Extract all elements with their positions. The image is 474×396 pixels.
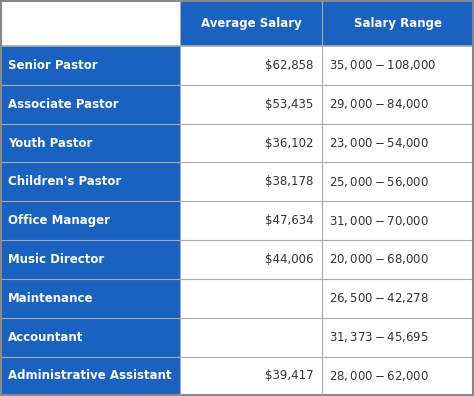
Text: $38,178: $38,178 (265, 175, 314, 188)
Text: Senior Pastor: Senior Pastor (8, 59, 98, 72)
Text: Administrative Assistant: Administrative Assistant (8, 369, 172, 383)
Bar (180, 46, 322, 85)
Bar (0, 1, 180, 46)
Text: Maintenance: Maintenance (8, 292, 93, 305)
Text: Salary Range: Salary Range (354, 17, 442, 30)
Bar (322, 124, 474, 162)
Bar (180, 240, 322, 279)
Text: Youth Pastor: Youth Pastor (8, 137, 92, 150)
Bar (180, 356, 322, 395)
Text: $31,373 - $45,695: $31,373 - $45,695 (329, 330, 429, 344)
Bar (0, 356, 180, 395)
Text: $28,000 - $62,000: $28,000 - $62,000 (329, 369, 429, 383)
Text: Accountant: Accountant (8, 331, 83, 344)
Text: Children's Pastor: Children's Pastor (8, 175, 121, 188)
Text: $39,417: $39,417 (265, 369, 314, 383)
Text: $44,006: $44,006 (265, 253, 314, 266)
Bar (180, 1, 322, 46)
Bar (0, 162, 180, 201)
Bar (180, 162, 322, 201)
Text: $53,435: $53,435 (265, 98, 314, 111)
Bar (322, 85, 474, 124)
Bar (322, 279, 474, 318)
Text: Office Manager: Office Manager (8, 214, 110, 227)
Bar (0, 46, 180, 85)
Text: $26,500 - $42,278: $26,500 - $42,278 (329, 291, 429, 305)
Bar (322, 318, 474, 356)
Bar (322, 162, 474, 201)
Bar (322, 46, 474, 85)
Text: $23,000 - $54,000: $23,000 - $54,000 (329, 136, 429, 150)
Text: Average Salary: Average Salary (201, 17, 301, 30)
Bar (322, 1, 474, 46)
Text: $35,000 - $108,000: $35,000 - $108,000 (329, 59, 437, 72)
Text: Music Director: Music Director (8, 253, 104, 266)
Bar (0, 240, 180, 279)
Bar (0, 124, 180, 162)
Bar (0, 279, 180, 318)
Text: $20,000 - $68,000: $20,000 - $68,000 (329, 253, 429, 267)
Bar (180, 124, 322, 162)
Bar (180, 85, 322, 124)
Bar (322, 201, 474, 240)
Bar (322, 240, 474, 279)
Text: $31,000 - $70,000: $31,000 - $70,000 (329, 214, 429, 228)
Bar (180, 279, 322, 318)
Text: $62,858: $62,858 (265, 59, 314, 72)
Bar (0, 201, 180, 240)
Bar (0, 85, 180, 124)
Bar (0, 318, 180, 356)
Text: $29,000 - $84,000: $29,000 - $84,000 (329, 97, 429, 111)
Bar (322, 356, 474, 395)
Text: $47,634: $47,634 (265, 214, 314, 227)
Text: $25,000 - $56,000: $25,000 - $56,000 (329, 175, 429, 189)
Text: $36,102: $36,102 (265, 137, 314, 150)
Text: Associate Pastor: Associate Pastor (8, 98, 118, 111)
Bar (180, 318, 322, 356)
Bar (180, 201, 322, 240)
